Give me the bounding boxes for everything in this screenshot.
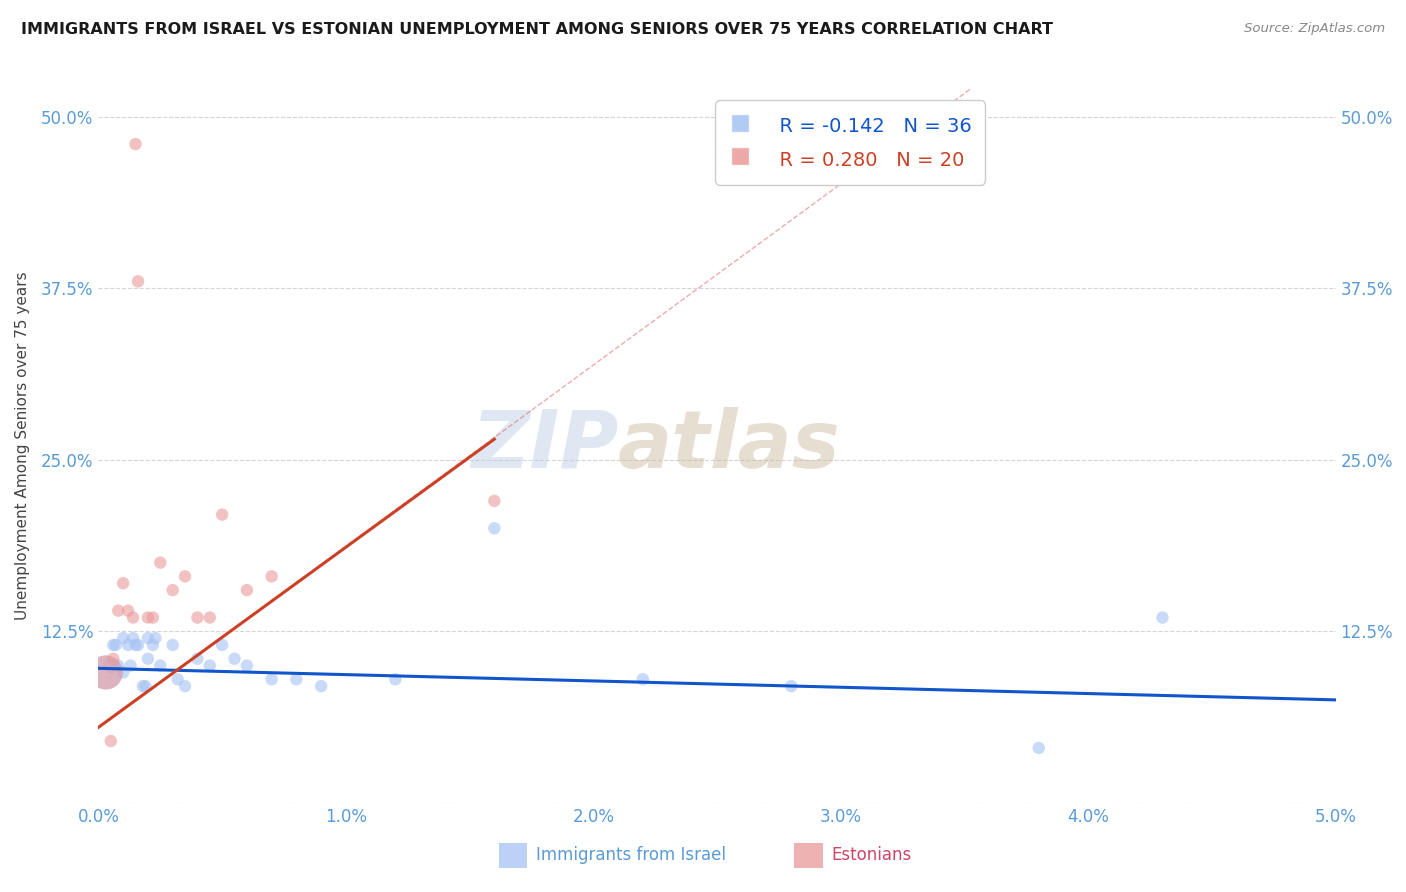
Point [174,679,197,693]
Legend:   R = -0.142   N = 36,   R = 0.280   N = 20: R = -0.142 N = 36, R = 0.280 N = 20 [720,106,980,178]
Point [174,569,197,583]
Point [1152,610,1174,624]
Point [224,651,246,665]
Point [384,673,406,687]
Point [142,610,165,624]
Point [1028,740,1050,755]
Text: IMMIGRANTS FROM ISRAEL VS ESTONIAN UNEMPLOYMENT AMONG SENIORS OVER 75 YEARS CORR: IMMIGRANTS FROM ISRAEL VS ESTONIAN UNEMP… [21,22,1053,37]
Point [198,610,221,624]
Point [127,638,149,652]
Point [100,734,122,748]
Point [143,631,166,645]
Y-axis label: Unemployment Among Seniors over 75 years: Unemployment Among Seniors over 75 years [15,272,30,620]
Point [149,658,172,673]
Point [236,583,259,598]
Point [136,610,159,624]
Point [117,604,139,618]
Point [260,673,283,687]
Point [285,673,308,687]
Point [198,658,221,673]
Text: Immigrants from Israel: Immigrants from Israel [536,847,725,864]
Point [132,679,155,693]
Point [134,679,156,693]
Point [136,631,159,645]
Point [117,638,139,652]
Point [127,274,149,288]
Point [112,665,135,680]
Point [484,494,506,508]
Text: Source: ZipAtlas.com: Source: ZipAtlas.com [1244,22,1385,36]
Point [122,610,145,624]
Point [120,658,142,673]
Point [211,638,233,652]
Point [236,658,259,673]
Text: Estonians: Estonians [831,847,911,864]
Text: ZIP: ZIP [471,407,619,485]
Point [100,658,122,673]
Point [94,665,117,680]
Point [124,638,146,652]
Point [107,658,129,673]
Point [780,679,803,693]
Point [484,521,506,535]
Point [112,576,135,591]
Point [103,651,125,665]
Point [122,631,145,645]
Point [162,583,184,598]
Text: atlas: atlas [619,407,841,485]
Point [309,679,332,693]
Point [186,651,208,665]
Point [103,638,125,652]
Point [142,638,165,652]
Point [112,631,135,645]
Bar [499,843,527,868]
Bar [794,843,823,868]
Point [162,638,184,652]
Point [124,137,146,152]
Point [136,651,159,665]
Point [94,665,117,680]
Point [149,556,172,570]
Point [260,569,283,583]
Point [186,610,208,624]
Point [166,673,188,687]
Point [631,673,654,687]
Point [107,604,129,618]
Point [211,508,233,522]
Point [104,638,127,652]
